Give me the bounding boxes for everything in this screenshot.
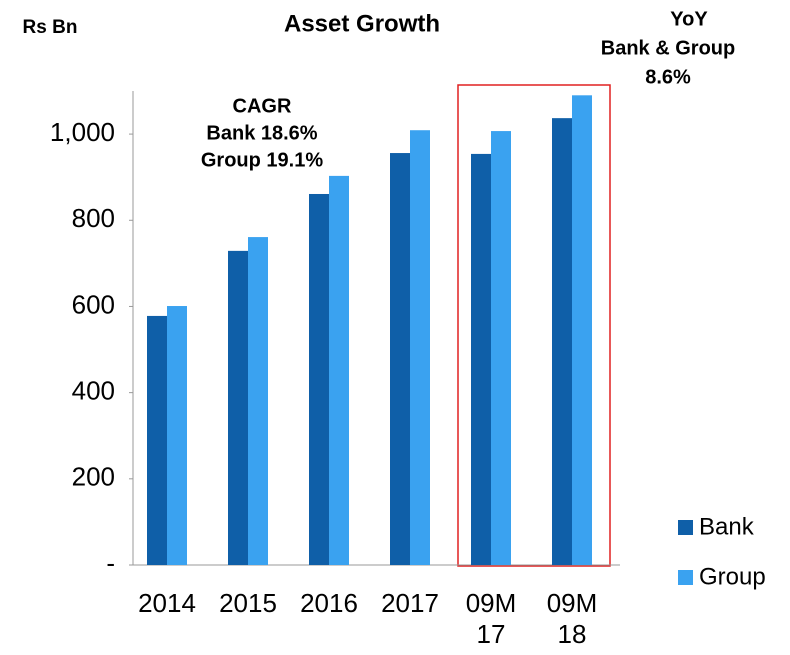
x-tick-label: 09M 17 [466, 588, 517, 649]
x-tick-label-line: 2016 [300, 588, 358, 618]
bar [390, 153, 410, 565]
x-tick-label-line: 17 [477, 619, 506, 649]
y-tick-label: 400 [72, 376, 115, 406]
chart-title: Asset Growth [284, 10, 440, 37]
bar [147, 315, 167, 565]
x-tick-label-line: 2015 [219, 588, 277, 618]
bar [167, 306, 187, 565]
legend-swatch [678, 520, 693, 535]
x-tick-label-line: 2017 [381, 588, 439, 618]
bar [309, 193, 329, 565]
x-tick-label: 09M 18 [547, 588, 598, 649]
annotation: YoY [670, 8, 708, 30]
legend-label: Bank [699, 513, 755, 540]
annotation: CAGR [233, 95, 292, 117]
bar [552, 118, 572, 565]
bar [491, 131, 511, 566]
annotation: Bank 18.6% [206, 122, 317, 144]
x-tick-label: 2015 [219, 588, 277, 618]
bar [329, 175, 349, 565]
annotation: Group 19.1% [201, 149, 323, 171]
y-tick-label: - [106, 548, 115, 578]
x-tick-label: 2017 [381, 588, 439, 618]
y-tick-label: 1,000 [50, 117, 115, 147]
x-tick-label-line: 18 [558, 619, 587, 649]
y-tick-label: 600 [72, 289, 115, 319]
legend-swatch [678, 570, 693, 585]
legend-label: Group [699, 563, 766, 590]
y-tick-label: 200 [72, 462, 115, 492]
y-tick-label: 800 [72, 203, 115, 233]
x-tick-label: 2016 [300, 588, 358, 618]
highlight-box [457, 84, 611, 567]
bar [572, 95, 592, 566]
bar [248, 237, 268, 565]
x-tick-label-line: 09M [547, 588, 598, 618]
y-axis-label: Rs Bn [23, 17, 78, 38]
annotation: Bank & Group [601, 37, 735, 59]
annotation: 8.6% [645, 66, 691, 88]
bar [471, 153, 491, 565]
x-tick-label-line: 2014 [138, 588, 196, 618]
bar [410, 130, 430, 566]
bar [228, 250, 248, 565]
x-tick-label-line: 09M [466, 588, 517, 618]
x-tick-label: 2014 [138, 588, 196, 618]
